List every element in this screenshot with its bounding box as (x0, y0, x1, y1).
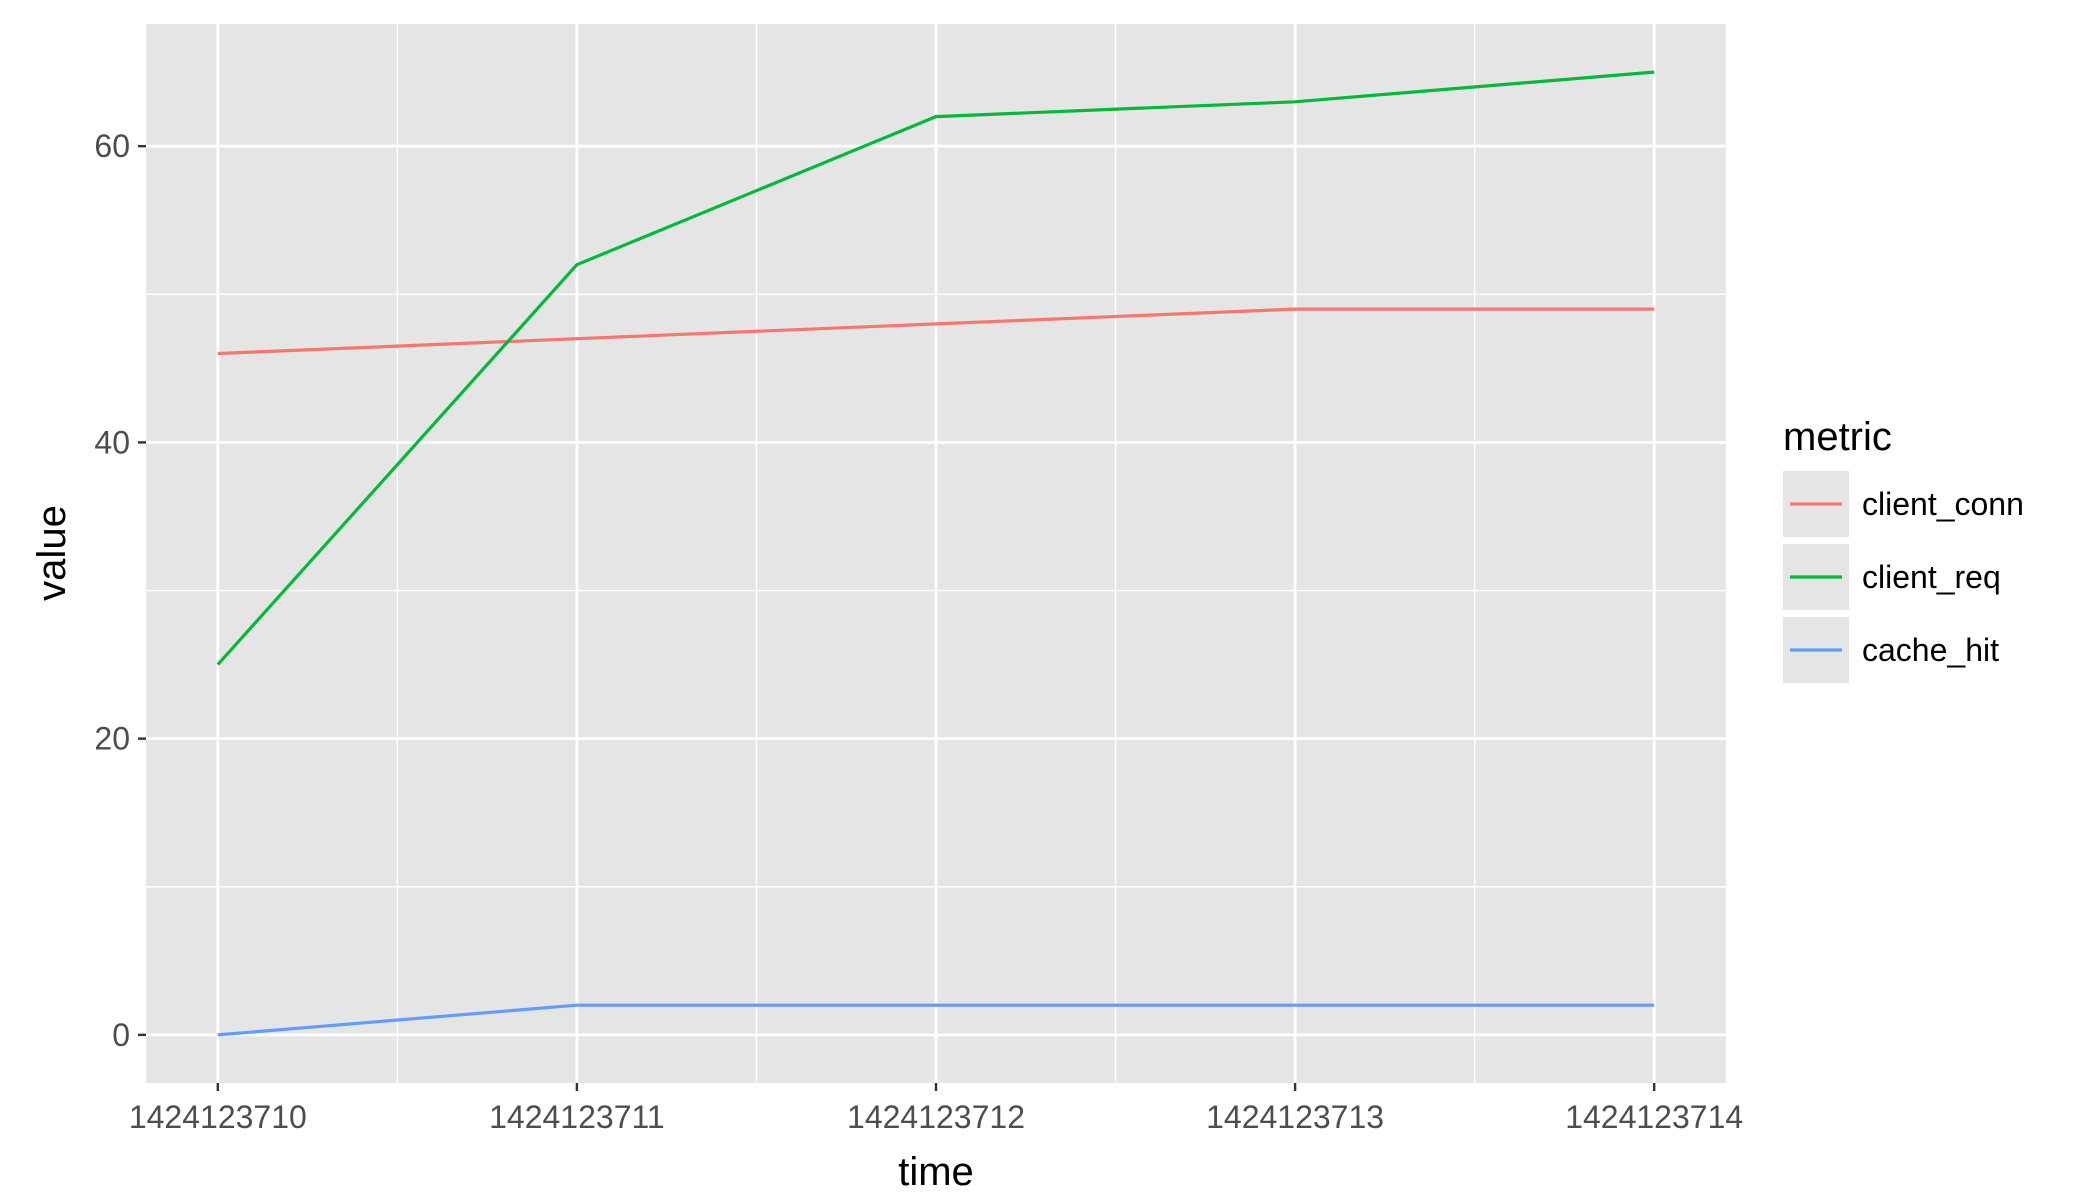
x-tick-label: 1424123714 (1565, 1099, 1743, 1135)
legend-label: client_req (1862, 559, 2001, 595)
series-line-client-conn (217, 307, 1655, 356)
y-axis-title: value (30, 505, 74, 601)
legend-label: client_conn (1862, 486, 2024, 522)
x-tick-label: 1424123712 (847, 1099, 1025, 1135)
y-tick-label: 20 (94, 721, 130, 757)
x-axis-title: time (898, 1150, 974, 1194)
legend-items: client_conn client_req cache_hit (1783, 471, 2024, 683)
legend-label: cache_hit (1862, 632, 1999, 668)
x-tick-label: 1424123713 (1206, 1099, 1384, 1135)
x-axis: 1424123710 1424123711 1424123712 1424123713… (129, 1083, 1743, 1135)
major-gridlines (146, 24, 1726, 1083)
x-tick-label: 1424123710 (129, 1099, 307, 1135)
y-tick-label: 0 (112, 1017, 130, 1053)
y-tick-label: 40 (94, 424, 130, 460)
series-line-client-req (216, 70, 1655, 666)
y-tick-label: 60 (94, 128, 130, 164)
x-tick-label: 1424123711 (489, 1099, 665, 1135)
series-lines (216, 70, 1655, 1037)
legend: metric client_conn client_req cache_hit (1783, 415, 2024, 683)
legend-title: metric (1783, 415, 1892, 459)
series-line-cache-hit (217, 1003, 1655, 1037)
y-axis: 0 20 40 60 (94, 128, 146, 1053)
